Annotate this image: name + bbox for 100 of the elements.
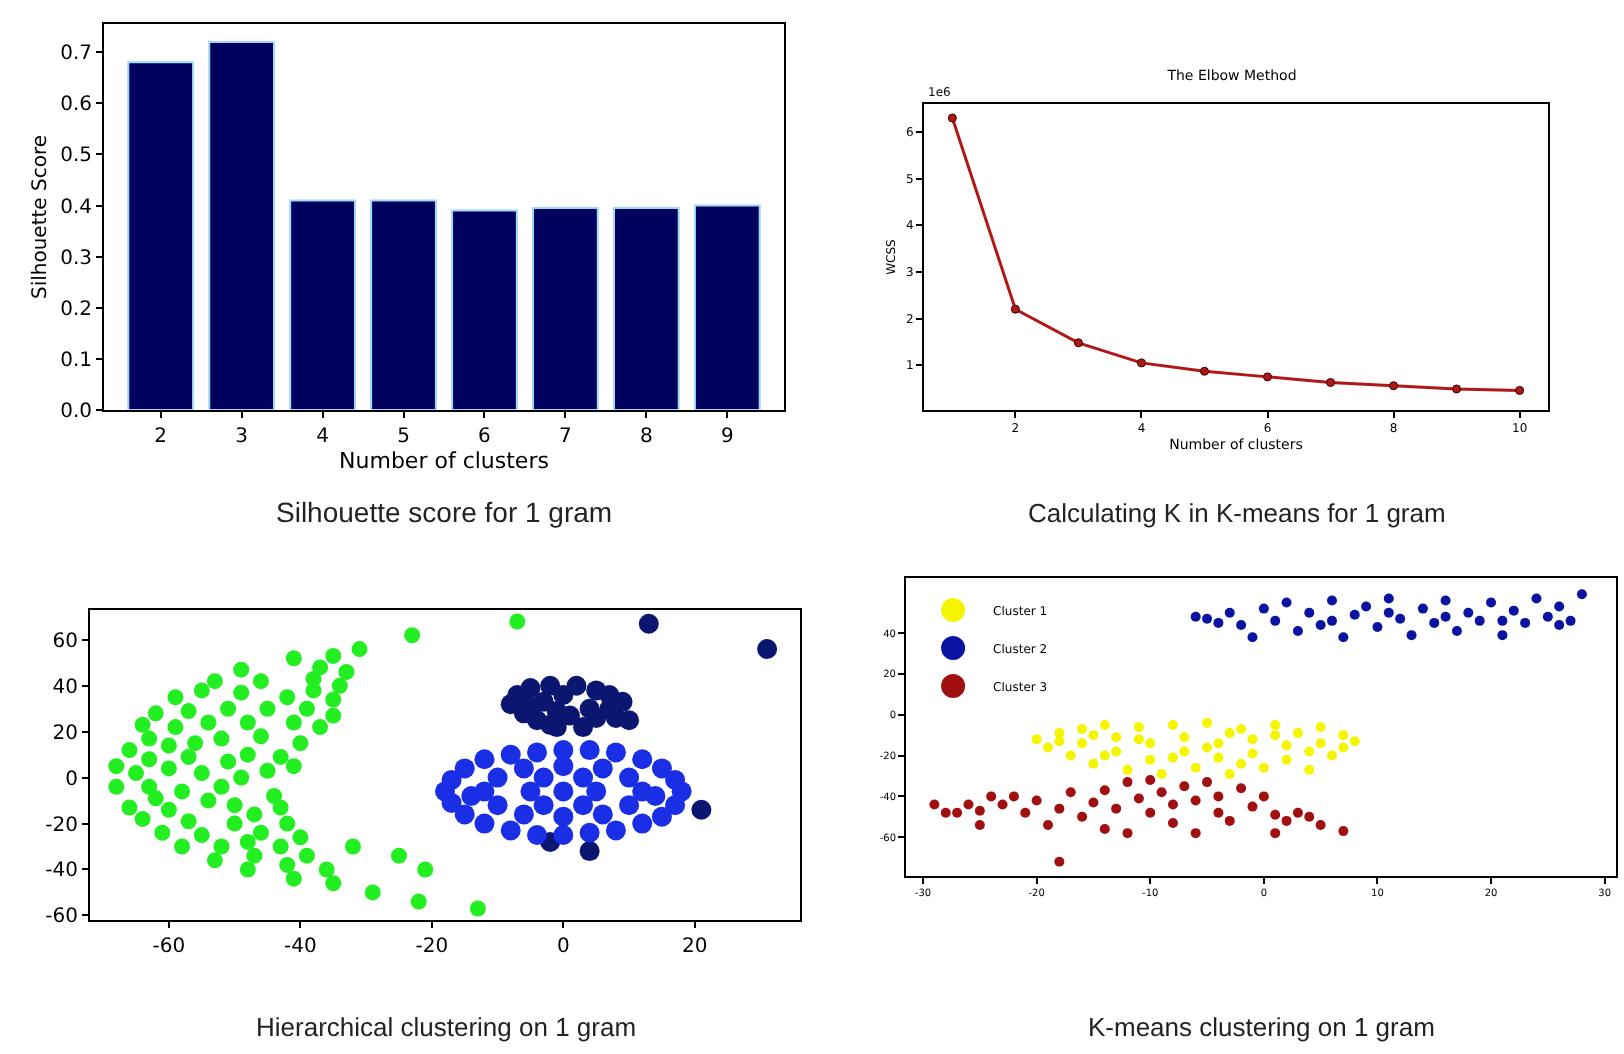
point — [1111, 803, 1122, 814]
point — [1122, 777, 1133, 788]
point — [573, 767, 594, 788]
point — [929, 799, 940, 810]
point — [1263, 372, 1273, 382]
point — [1133, 734, 1144, 745]
point — [1531, 593, 1542, 604]
point — [527, 825, 548, 846]
point — [1202, 777, 1213, 788]
point — [1156, 768, 1167, 779]
point — [579, 822, 600, 843]
x-tick-label: -60 — [152, 936, 186, 958]
point — [1338, 826, 1349, 837]
point — [592, 804, 613, 825]
point — [1315, 722, 1326, 732]
point — [986, 791, 997, 802]
point — [619, 795, 640, 816]
point — [1236, 724, 1247, 735]
x-tick-label: 7 — [559, 426, 572, 448]
point — [1395, 613, 1406, 624]
point — [974, 805, 985, 816]
point — [1073, 338, 1083, 348]
point — [1010, 304, 1020, 314]
bar — [370, 199, 437, 410]
point — [1043, 742, 1053, 753]
x-tick-label: 20 — [682, 936, 708, 958]
bar — [532, 207, 599, 410]
point — [1508, 605, 1519, 616]
point — [579, 841, 600, 862]
point — [1281, 597, 1292, 608]
point — [1292, 626, 1303, 637]
x-tick-label: 8 — [640, 426, 653, 448]
y-tick-label: 0.6 — [60, 94, 92, 117]
point — [553, 756, 574, 777]
point — [1167, 719, 1178, 730]
point — [1327, 615, 1337, 626]
point — [474, 749, 495, 770]
point — [487, 795, 508, 816]
x-tick-label: 2 — [154, 426, 168, 448]
point — [1451, 626, 1462, 637]
point — [1122, 764, 1133, 775]
point — [1554, 601, 1565, 612]
x-tick-label: -20 — [415, 936, 449, 958]
point — [1389, 381, 1399, 391]
point — [638, 613, 659, 634]
point — [553, 781, 574, 802]
point — [1270, 809, 1281, 820]
x-tick-label: 4 — [316, 426, 329, 448]
y-tick-label: 0.5 — [60, 145, 92, 168]
point — [1236, 758, 1247, 769]
point — [566, 675, 587, 696]
x-axis-title: Number of clusters — [339, 448, 550, 474]
point — [1463, 607, 1474, 618]
point — [533, 795, 554, 816]
point — [1281, 815, 1292, 826]
point — [1247, 801, 1258, 812]
point — [1136, 358, 1146, 368]
bar — [289, 199, 356, 410]
x-tick-label: 0 — [556, 936, 570, 958]
point — [1077, 811, 1088, 822]
point — [1190, 795, 1201, 806]
point — [1304, 811, 1315, 822]
point — [1179, 781, 1190, 792]
point — [513, 758, 534, 779]
point — [1202, 742, 1213, 753]
bar — [127, 61, 195, 410]
point — [1515, 385, 1525, 395]
point — [1167, 752, 1178, 763]
point — [1247, 734, 1258, 745]
point — [1088, 797, 1099, 808]
point — [1199, 366, 1209, 376]
y-tick-label: 0.2 — [60, 298, 92, 321]
point — [1213, 617, 1224, 628]
point — [1542, 611, 1553, 622]
point — [487, 767, 508, 788]
point — [1304, 607, 1315, 618]
point — [1054, 728, 1065, 739]
point — [1031, 795, 1042, 806]
point — [592, 758, 613, 779]
point — [1077, 738, 1088, 749]
point — [1247, 748, 1258, 759]
point — [1133, 722, 1144, 732]
point — [651, 758, 672, 779]
point — [1520, 617, 1531, 628]
point — [1315, 619, 1326, 630]
point — [1281, 754, 1292, 765]
point — [997, 799, 1008, 810]
point — [1088, 730, 1099, 741]
text: Silhouette score for 1 gram — [276, 496, 613, 528]
point — [1270, 615, 1281, 626]
point — [605, 742, 626, 763]
point — [1338, 742, 1349, 753]
y-tick-label: 0.3 — [60, 247, 92, 270]
point — [1304, 746, 1315, 757]
point — [1349, 736, 1360, 747]
point — [1054, 736, 1065, 747]
point — [1099, 750, 1110, 761]
point — [1236, 783, 1247, 794]
point — [691, 799, 712, 820]
y-tick-label: 0 — [65, 768, 78, 791]
